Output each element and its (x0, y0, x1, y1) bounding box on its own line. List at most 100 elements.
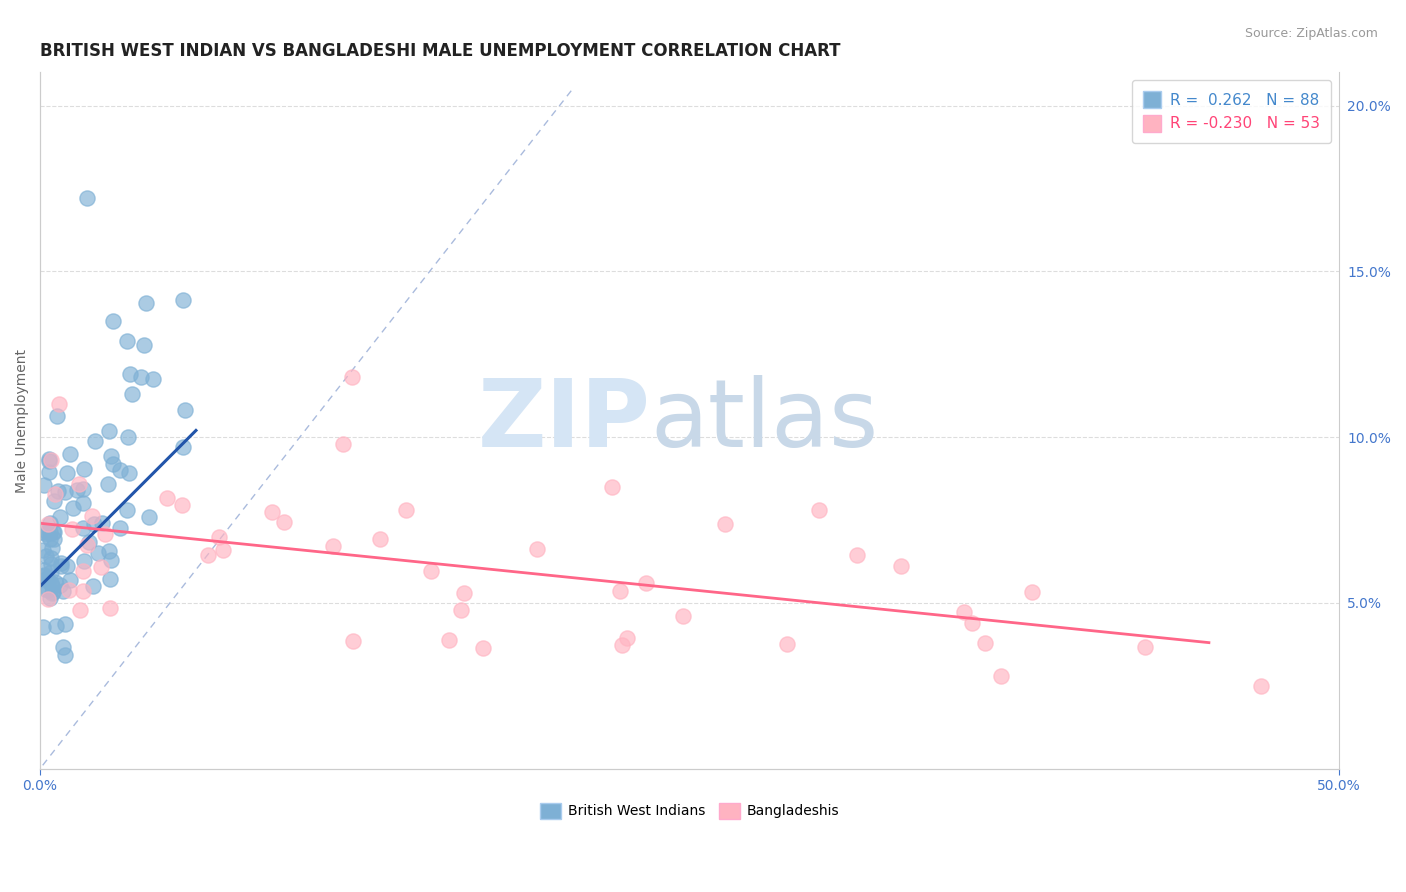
Point (34, 582, 56, 597)
Point (38, 591, 60, 606)
Point (616, 631, 638, 645)
Point (41, 578, 63, 592)
Point (31, 568, 53, 582)
Point (110, 520, 132, 534)
Point (39, 575, 62, 590)
Text: ZIP: ZIP (478, 375, 651, 467)
Point (37, 592, 59, 607)
Point (73, 462, 96, 476)
Point (37, 517, 59, 532)
Point (142, 372, 165, 386)
Point (115, 334, 138, 348)
Point (76, 538, 98, 552)
Point (72, 495, 94, 509)
Point (62, 500, 84, 515)
Point (38, 516, 60, 531)
Point (32, 568, 55, 582)
Point (172, 498, 194, 512)
Point (45, 619, 67, 633)
Point (600, 480, 623, 494)
Point (437, 633, 460, 648)
Point (453, 586, 475, 600)
Point (72, 482, 94, 496)
Point (38, 454, 60, 468)
Point (197, 548, 219, 562)
Point (129, 370, 152, 384)
Point (342, 633, 364, 648)
Point (44, 487, 66, 501)
Point (714, 516, 737, 531)
Point (55, 466, 77, 480)
Point (108, 463, 131, 477)
Point (332, 437, 354, 451)
Point (73, 554, 96, 568)
Point (672, 609, 695, 624)
Point (1021, 585, 1043, 599)
Point (44, 494, 66, 508)
Point (1135, 640, 1157, 654)
Point (156, 491, 179, 506)
Point (48, 397, 70, 411)
Point (98, 572, 121, 586)
Point (174, 402, 197, 417)
Point (39, 551, 62, 566)
Point (98, 600, 121, 615)
Point (82, 579, 104, 593)
Point (38, 452, 60, 467)
Point (90, 559, 112, 574)
Point (138, 509, 160, 524)
Point (808, 503, 831, 517)
Text: atlas: atlas (651, 375, 879, 467)
Point (212, 543, 235, 558)
Point (60, 522, 83, 536)
Point (45, 409, 67, 423)
Point (960, 615, 983, 630)
Point (49, 556, 72, 570)
Point (52, 584, 75, 599)
Point (44, 575, 66, 590)
Point (340, 370, 363, 384)
Point (31, 620, 53, 634)
Point (135, 296, 157, 310)
Point (172, 293, 194, 307)
Point (49, 558, 72, 573)
Point (39, 524, 62, 539)
Point (42, 532, 65, 546)
Point (94, 527, 117, 541)
Point (53, 648, 76, 663)
Point (35, 572, 58, 586)
Point (67, 477, 90, 491)
Point (49, 509, 72, 524)
Point (48, 578, 70, 592)
Point (101, 314, 124, 328)
Point (80, 508, 103, 523)
Point (41, 541, 63, 556)
Point (41, 585, 63, 599)
Point (59, 447, 82, 461)
Point (634, 575, 657, 590)
Point (39, 453, 62, 467)
Point (990, 669, 1012, 683)
Point (172, 440, 194, 454)
Point (101, 457, 124, 471)
Point (41, 586, 63, 600)
Point (450, 602, 472, 616)
Point (208, 530, 231, 544)
Point (72, 521, 94, 535)
Point (39, 557, 62, 571)
Point (100, 449, 122, 463)
Point (37, 574, 59, 588)
Point (953, 606, 976, 620)
Point (118, 367, 141, 381)
Point (35, 527, 58, 541)
Point (97, 544, 120, 558)
Legend: British West Indians, Bangladeshis: British West Indians, Bangladeshis (534, 797, 845, 824)
Point (31, 543, 53, 558)
Point (526, 542, 548, 557)
Point (53, 485, 76, 500)
Point (48, 483, 70, 498)
Point (76, 191, 98, 205)
Point (776, 637, 799, 651)
Point (35, 524, 58, 539)
Point (58, 583, 80, 598)
